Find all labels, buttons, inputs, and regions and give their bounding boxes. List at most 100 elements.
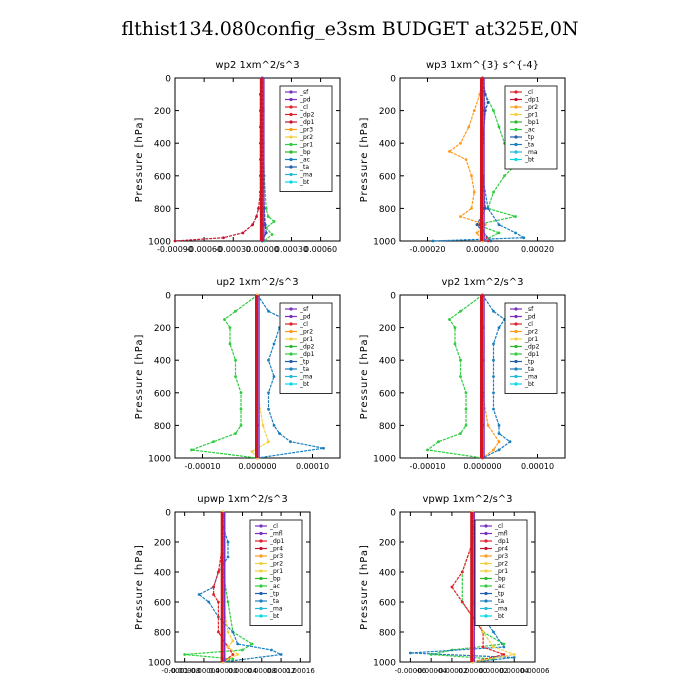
data-point [448,318,451,321]
y-tick-label: 200 [154,107,171,117]
series-line [257,294,324,459]
legend-marker [289,97,293,102]
data-point [486,207,490,210]
legend-marker [259,539,263,543]
legend-marker [289,165,293,169]
legend-label: _pr2 [269,561,283,568]
data-point [250,450,254,453]
legend-marker [514,382,518,386]
legend-label: _ta [494,598,504,605]
legend-label: _ma [269,606,283,613]
data-point [272,220,276,223]
legend-label: _pr1 [299,142,313,149]
legend-label: _bp1 [524,119,540,126]
data-point [514,231,517,235]
legend-label: _bt [299,179,310,186]
legend-label: _pd [299,97,311,104]
data-point [512,656,516,659]
data-point [475,223,479,227]
data-point [264,231,268,235]
legend-marker [259,576,263,581]
legend-label: _mfl [269,531,283,538]
legend-marker [289,307,293,311]
x-tick-label: -0.00030 [215,245,251,254]
data-point [267,309,270,313]
legend-marker [289,367,293,371]
legend-label: _ta [524,366,534,373]
y-tick-label: 200 [379,324,396,334]
data-point [459,358,462,362]
legend-label: _pd [299,314,311,321]
y-axis-label: Pressure [hPa] [134,544,145,630]
legend-marker [514,142,518,147]
data-point [448,149,451,153]
legend-label: _cl [524,321,533,328]
y-tick-label: 1000 [148,659,171,669]
legend-label: _bt [269,613,280,620]
x-tick-label: -0.00006 [395,667,427,675]
legend-label: _pr1 [494,568,508,575]
y-tick-label: 800 [379,422,396,432]
legend-label: _tp [269,591,279,598]
series-line [425,294,483,459]
y-tick-label: 600 [154,172,171,182]
series-line [251,295,270,459]
legend-label: _ac [299,157,310,164]
legend-label: _dp1 [269,538,285,545]
legend-marker [259,531,263,536]
legend-label: _pr1 [269,568,283,575]
x-tick-label: -0.00008 [169,667,200,675]
data-point [486,239,490,243]
legend-label: _bt [299,381,310,388]
legend-marker [514,359,518,364]
data-point [216,615,220,619]
x-tick-label: -0.00020 [410,245,446,254]
legend-label: _dp1 [494,538,510,545]
y-tick-label: 600 [379,389,396,399]
y-tick-label: 1000 [148,455,171,465]
data-point [431,239,435,243]
y-tick-label: 800 [154,205,171,215]
legend-marker [289,90,293,94]
legend-label: _ac [269,583,280,590]
data-point [503,174,506,178]
y-tick-label: 1000 [373,238,396,248]
data-point [459,215,462,218]
legend-marker [259,614,263,618]
data-point [223,318,226,321]
data-point [226,555,230,559]
legend-marker [514,127,518,132]
subplot-title: vpwp 1xm^2/s^3 [422,494,512,505]
data-point [226,645,230,649]
data-point [228,342,232,346]
legend-marker [484,584,488,588]
series-line [481,295,500,459]
x-tick-label: -0.00002 [436,667,467,675]
legend-label: _bp [299,149,311,156]
x-tick-label: -0.00010 [410,462,446,471]
data-point [453,326,457,329]
legend-marker [514,337,518,341]
legend-label: _sf [299,306,309,313]
data-point [464,424,468,427]
data-point [464,407,468,411]
legend: _cl_mfl_dp1_pr4_pr3_pr2_pr1_bp_ac_tp_ta_… [249,519,303,626]
y-tick-label: 200 [379,107,396,117]
x-tick-label: -0.00090 [157,245,193,254]
legend-marker [514,135,518,139]
x-tick-label: -0.00004 [415,667,447,675]
legend-label: _pr3 [269,553,283,560]
subplot-title: vp2 1xm^2/s^3 [442,277,524,288]
data-point [508,440,512,444]
legend-marker [484,614,488,618]
data-point [234,358,237,362]
legend-label: _pd [524,314,536,321]
legend-label: _dp1 [524,351,540,358]
legend-marker [514,105,518,109]
x-tick-label: 0.00004 [228,667,257,675]
data-point [267,407,270,411]
legend-marker [484,576,488,581]
legend-label: _ma [524,149,538,156]
x-tick-label: 0.00000 [458,667,487,675]
y-tick-label: 600 [379,599,396,609]
